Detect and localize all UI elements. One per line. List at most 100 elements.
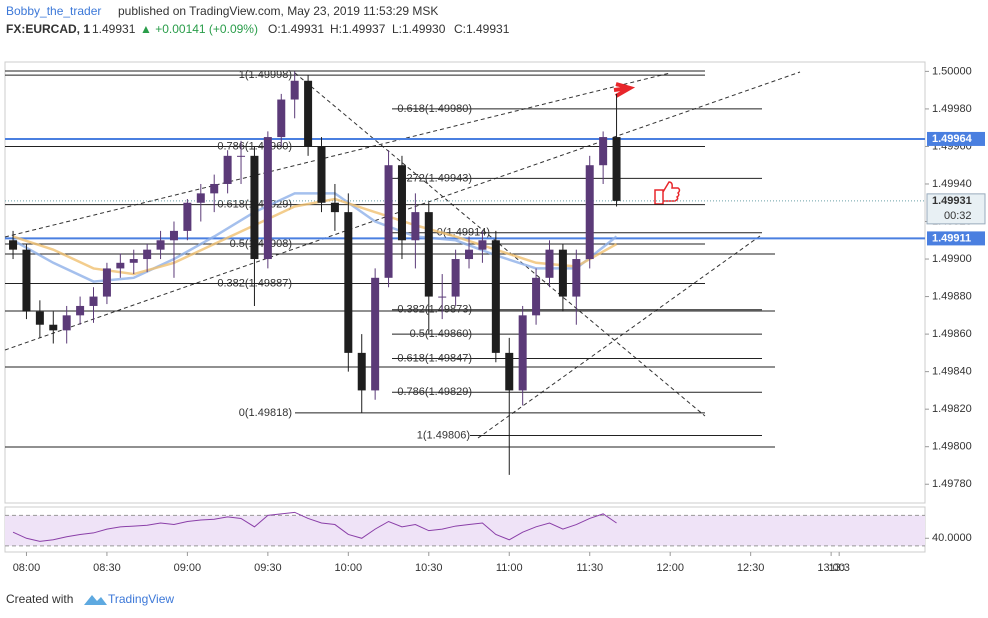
rsi-tick-label: 40.0000 <box>932 532 972 544</box>
red-arrow <box>613 82 636 98</box>
candle-body <box>196 193 205 203</box>
candle-body <box>237 155 246 157</box>
candle-body <box>599 137 608 166</box>
candle-body <box>384 165 393 278</box>
x-tick-label: 11:30 <box>576 562 603 574</box>
x-tick-label: 10:30 <box>415 562 443 574</box>
fib-label: 1(1.49806) <box>417 429 470 441</box>
current-label: 1.49931 <box>932 195 972 207</box>
candle-body <box>143 249 152 260</box>
candle-body <box>545 249 554 278</box>
level-box <box>927 231 985 246</box>
candle-body <box>129 259 138 263</box>
rsi-line <box>12 511 617 542</box>
author: Bobby_the_trader <box>6 4 101 18</box>
ohlc: O:1.49931 H:1.49937 L:1.49930 C:1.49931 <box>268 22 510 36</box>
candle-body <box>532 277 541 316</box>
candle-body <box>156 240 165 250</box>
moving-average <box>12 192 618 283</box>
level-box <box>927 131 985 146</box>
level-label: 1.49964 <box>932 133 973 145</box>
ohlc-value: L:1.49930 <box>392 22 446 36</box>
last-price: 1.49931 <box>92 22 136 36</box>
candle-body <box>35 311 44 325</box>
candle-body <box>9 240 18 250</box>
y-tick-label: 1.49800 <box>932 441 972 453</box>
candle-body <box>344 212 353 353</box>
x-tick-label: 13:00 <box>817 562 845 574</box>
candle-body <box>102 268 111 297</box>
candle-body <box>22 249 31 312</box>
main-pane <box>4 61 926 504</box>
change: ▲ +0.00141 (+0.09%) <box>140 22 258 36</box>
thumb-icon <box>654 181 681 205</box>
candle-body <box>451 259 460 297</box>
candle-body <box>76 305 85 316</box>
candle-body <box>116 262 125 269</box>
candle-body <box>518 315 527 391</box>
fib-label: 0.382(1.49873) <box>397 304 472 316</box>
candle-body <box>304 80 313 147</box>
candle-body <box>89 296 98 306</box>
logo <box>84 595 107 605</box>
x-tick-label: 13:3 <box>828 562 849 574</box>
candle-body <box>585 165 594 260</box>
candle-body <box>62 315 71 331</box>
candle-body <box>250 155 259 260</box>
trend-line <box>477 235 761 439</box>
candle-body <box>505 352 514 391</box>
x-tick-label: 10:00 <box>335 562 363 574</box>
candle-body <box>357 352 366 391</box>
footer-brand: TradingView <box>108 592 174 606</box>
x-tick-label: 09:30 <box>254 562 282 574</box>
ohlc-value: C:1.49931 <box>454 22 510 36</box>
fib-label: 0.272(1.49943) <box>397 172 472 184</box>
fib-label: 0.786(1.49960) <box>217 140 292 152</box>
x-tick-label: 12:30 <box>737 562 765 574</box>
current-box <box>926 193 986 225</box>
x-tick-label: 12:00 <box>656 562 684 574</box>
candle-body <box>317 146 326 203</box>
fib-label: 0.786(1.49829) <box>397 386 472 398</box>
footer-created: Created with <box>6 592 73 606</box>
candle-body <box>424 212 433 297</box>
y-tick-label: 1.49820 <box>932 403 972 415</box>
fib-label: 1(1.49998) <box>239 69 292 81</box>
candle-body <box>572 259 581 297</box>
candle-body <box>263 137 272 260</box>
candle-body <box>223 155 232 184</box>
fib-label: 0.618(1.49980) <box>397 103 472 115</box>
candle-body <box>330 202 339 213</box>
candle-body <box>371 277 380 391</box>
candle-body <box>491 240 500 353</box>
published: published on TradingView.com, May 23, 20… <box>118 4 438 18</box>
candle-body <box>411 212 420 241</box>
fib-label: 0.5(1.49860) <box>410 328 472 340</box>
y-tick-label: 1.49980 <box>932 103 972 115</box>
trend-line <box>4 72 671 238</box>
fib-label: 0.5(1.49908) <box>230 238 292 250</box>
candle-body <box>210 183 219 194</box>
ohlc-value: O:1.49931 <box>268 22 324 36</box>
x-tick-label: 08:30 <box>93 562 121 574</box>
y-tick-label: 1.49900 <box>932 253 972 265</box>
candle-body <box>438 296 447 298</box>
y-tick-label: 1.49840 <box>932 366 972 378</box>
candle-body <box>49 324 58 331</box>
candle-body <box>478 240 487 250</box>
candle-body <box>558 249 567 297</box>
candle-body <box>397 165 406 241</box>
y-tick-label: 1.49880 <box>932 290 972 302</box>
y-tick-label: 1.49860 <box>932 328 972 340</box>
symbol: FX:EURCAD, 1 <box>6 22 90 36</box>
y-tick-label: 1.50000 <box>932 65 972 77</box>
ohlc-value: H:1.49937 <box>330 22 386 36</box>
x-tick-label: 08:00 <box>13 562 41 574</box>
countdown: 00:32 <box>944 210 972 222</box>
fib-label: 0(1.49818) <box>239 407 292 419</box>
rsi-band-fill <box>5 515 925 546</box>
candle-body <box>169 230 178 241</box>
moving-average <box>12 197 618 276</box>
candle-body <box>290 80 299 100</box>
